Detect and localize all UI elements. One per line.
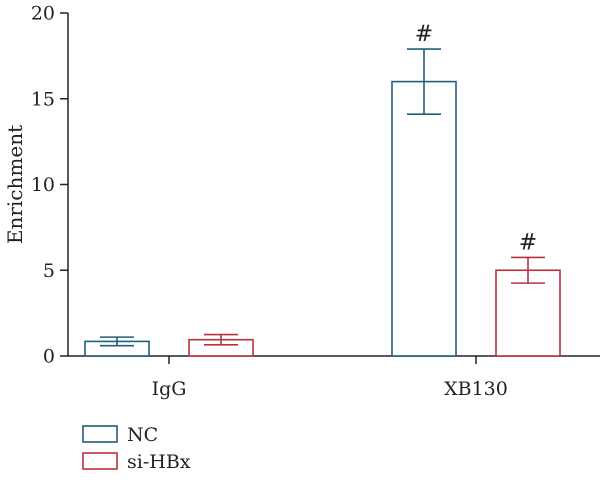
significance-mark: # bbox=[519, 230, 537, 255]
y-tick-label: 5 bbox=[43, 260, 55, 282]
y-tick-label: 10 bbox=[31, 174, 55, 196]
y-axis-title: Enrichment bbox=[3, 125, 27, 244]
legend-label: NC bbox=[127, 424, 158, 446]
x-tick-label: XB130 bbox=[444, 378, 508, 400]
y-tick-label: 20 bbox=[31, 3, 55, 25]
bar-si-hbx-xb130 bbox=[495, 269, 561, 357]
legend-swatch bbox=[82, 452, 118, 470]
legend: NC si-HBx bbox=[82, 424, 191, 473]
y-tick-label: 15 bbox=[31, 88, 55, 110]
legend-label: si-HBx bbox=[127, 451, 191, 473]
significance-mark: # bbox=[415, 22, 433, 47]
labels: 0 5 10 15 20 IgG XB130 Enrichment # # bbox=[3, 3, 537, 401]
y-tick-label: 0 bbox=[43, 346, 55, 368]
bars bbox=[84, 48, 561, 357]
bar-nc-xb130 bbox=[391, 80, 457, 357]
x-tick-label: IgG bbox=[152, 378, 187, 400]
legend-swatch bbox=[82, 425, 118, 443]
